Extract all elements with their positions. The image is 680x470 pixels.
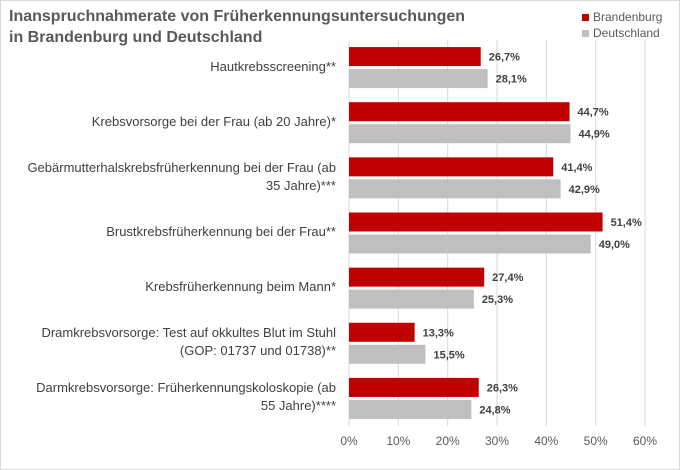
category-label-line: 35 Jahre)***: [265, 177, 336, 193]
category-label-line: Dramkrebsvorsorge: Test auf okkultes Blu…: [41, 325, 336, 341]
category-label: Krebsvorsorge bei der Frau (ab 20 Jahre)…: [6, 113, 336, 131]
data-label-brandenburg: 26,7%: [489, 52, 520, 64]
bar-brandenburg: [349, 47, 481, 67]
category-label-line: Gebärmutterhalskrebsfrüherkennung bei de…: [27, 159, 336, 175]
legend-item-deutschland: Deutschland: [582, 25, 662, 41]
chart-legend: Brandenburg Deutschland: [582, 9, 662, 41]
chart-title-line-1: Inanspruchnahmerate von Früherkennungsun…: [9, 8, 466, 25]
category-label: Dramkrebsvorsorge: Test auf okkultes Blu…: [6, 324, 336, 360]
category-label-line: Darmkrebsvorsorge: Früherkennungskolosko…: [36, 380, 336, 396]
category-label-line: Krebsvorsorge bei der Frau (ab 20 Jahre)…: [91, 113, 336, 129]
chart-title-line-2: in Brandenburg und Deutschland: [9, 29, 263, 46]
category-label-line: (GOP: 01737 und 01738)**: [179, 343, 336, 359]
data-label-deutschland: 44,9%: [579, 129, 610, 141]
data-label-deutschland: 49,0%: [599, 239, 630, 251]
category-label: Hautkrebsscreening**: [6, 58, 336, 76]
x-tick-label: 60%: [633, 434, 657, 448]
category-label-line: Hautkrebsscreening**: [210, 58, 336, 74]
bar-deutschland: [349, 124, 571, 144]
legend-label-brandenburg: Brandenburg: [593, 10, 663, 24]
category-label: Darmkrebsvorsorge: Früherkennungskolosko…: [6, 379, 336, 415]
category-label: Brustkrebsfrüherkennung bei der Frau**: [6, 223, 336, 241]
bar-brandenburg: [349, 267, 485, 287]
data-label-deutschland: 28,1%: [496, 74, 527, 86]
data-label-deutschland: 15,5%: [433, 349, 464, 361]
legend-swatch-deutschland: [582, 29, 589, 37]
data-label-brandenburg: 44,7%: [578, 107, 609, 119]
legend-label-deutschland: Deutschland: [593, 26, 660, 40]
category-label-line: Krebsfrüherkennung beim Mann*: [145, 279, 336, 295]
x-tick-label: 0%: [340, 434, 358, 448]
bar-deutschland: [349, 344, 426, 364]
data-label-brandenburg: 27,4%: [492, 272, 523, 284]
data-label-brandenburg: 26,3%: [487, 382, 518, 394]
category-label: Gebärmutterhalskrebsfrüherkennung bei de…: [6, 159, 336, 195]
chart-title: Inanspruchnahmerate von Früherkennungsun…: [9, 6, 465, 48]
bar-deutschland: [349, 179, 561, 199]
data-label-brandenburg: 13,3%: [423, 327, 454, 339]
category-label-line: 55 Jahre)****: [260, 398, 336, 414]
bar-brandenburg: [349, 212, 603, 232]
x-tick-label: 30%: [485, 434, 509, 448]
bar-brandenburg: [349, 322, 415, 342]
bar-deutschland: [349, 234, 591, 254]
bar-brandenburg: [349, 157, 554, 177]
legend-swatch-brandenburg: [582, 13, 589, 21]
data-label-deutschland: 42,9%: [569, 184, 600, 196]
x-tick-label: 40%: [534, 434, 558, 448]
category-label: Krebsfrüherkennung beim Mann*: [6, 278, 336, 296]
x-tick-label: 50%: [584, 434, 608, 448]
x-tick-label: 20%: [436, 434, 460, 448]
data-label-deutschland: 24,8%: [479, 404, 510, 416]
data-label-brandenburg: 41,4%: [561, 162, 592, 174]
bar-deutschland: [349, 289, 474, 309]
data-label-brandenburg: 51,4%: [611, 217, 642, 229]
bar-brandenburg: [349, 377, 479, 397]
bar-brandenburg: [349, 102, 570, 122]
data-label-deutschland: 25,3%: [482, 294, 513, 306]
bar-deutschland: [349, 69, 488, 89]
x-tick-label: 10%: [386, 434, 410, 448]
bar-deutschland: [349, 399, 472, 419]
category-label-line: Brustkrebsfrüherkennung bei der Frau**: [106, 224, 336, 239]
legend-item-brandenburg: Brandenburg: [582, 9, 662, 25]
